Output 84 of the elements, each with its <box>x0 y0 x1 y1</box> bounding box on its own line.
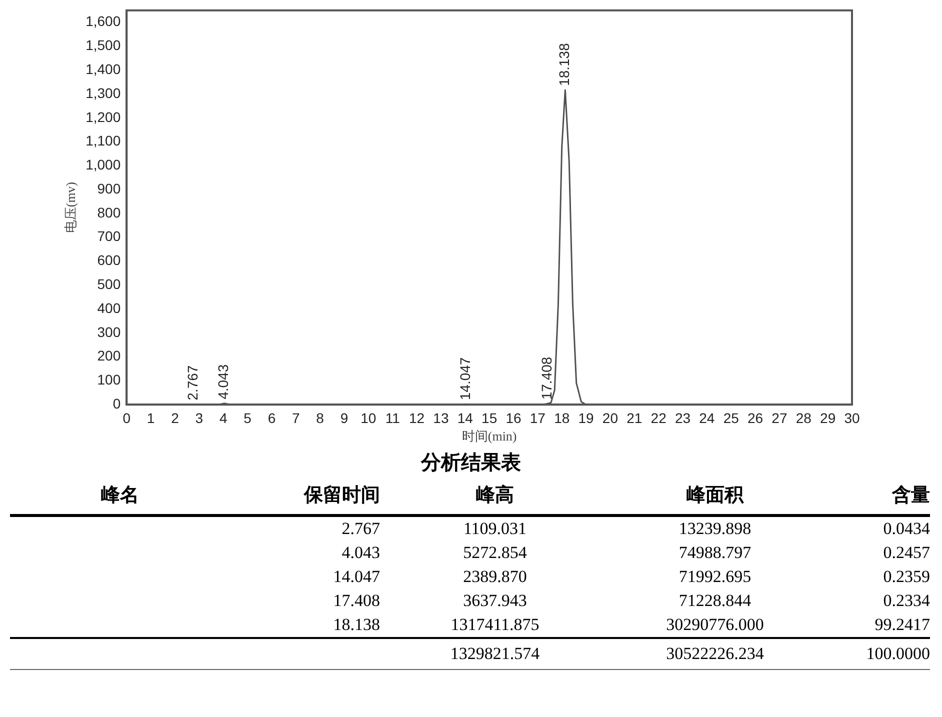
text: 3637.943 <box>463 591 527 610</box>
x-tick-label: 21 <box>626 410 642 426</box>
x-tick-label: 28 <box>796 410 812 426</box>
y-tick-label: 800 <box>97 204 121 220</box>
x-tick-label: 3 <box>195 410 204 426</box>
category-label: 峰高 <box>380 478 610 516</box>
x-tick-label: 24 <box>699 410 715 426</box>
text: 74988.797 <box>678 543 752 562</box>
text: 1109.031 <box>463 519 527 538</box>
text: 分析结果表 <box>420 449 522 476</box>
text: 2389.870 <box>463 567 527 586</box>
y-tick-label: 700 <box>97 228 121 244</box>
y-tick-label: 1,500 <box>86 37 121 54</box>
y-tick-label: 900 <box>97 180 121 196</box>
y-tick-label: 600 <box>97 252 121 268</box>
text: 2.767 <box>342 519 380 538</box>
x-tick-label: 0 <box>122 410 131 426</box>
annotation: 2.767 <box>184 365 200 400</box>
y-tick-label: 1,300 <box>86 84 121 101</box>
text: 4.043 <box>342 543 380 562</box>
y-tick-label: 300 <box>97 324 121 340</box>
x-tick-label: 5 <box>244 410 252 426</box>
text: 0.2359 <box>883 567 930 586</box>
x-tick-label: 17 <box>530 410 546 426</box>
y-tick-label: 1,100 <box>86 132 121 149</box>
text: 71228.844 <box>678 591 752 610</box>
x-tick-label: 7 <box>292 410 300 426</box>
x-tick-label: 14 <box>457 410 474 426</box>
text: 5272.854 <box>463 543 527 562</box>
x-tick-label: 15 <box>482 410 498 426</box>
x-tick-label: 22 <box>650 410 667 426</box>
text: 0.0434 <box>883 519 930 538</box>
y-tick-label: 1,400 <box>86 60 121 77</box>
annotation: 17.408 <box>538 356 554 400</box>
text: 14.047 <box>333 567 380 586</box>
text: 0.2457 <box>883 543 930 562</box>
text: 17.408 <box>333 591 380 610</box>
y-tick-label: 1,000 <box>86 156 121 173</box>
x-tick-label: 12 <box>408 410 425 426</box>
annotation: 4.043 <box>215 364 232 400</box>
x-tick-label: 30 <box>844 410 860 426</box>
x-tick-label: 27 <box>772 410 788 426</box>
text: 30290776.000 <box>666 615 764 634</box>
text: 18.138 <box>333 615 380 634</box>
category-label: 保留时间 <box>230 478 380 516</box>
y-tick-label: 400 <box>97 300 121 316</box>
x-tick-label: 20 <box>602 410 618 426</box>
x-tick-label: 8 <box>316 410 324 426</box>
x-axis-title: 时间(min) <box>462 428 517 444</box>
x-tick-label: 9 <box>340 410 348 426</box>
annotation: 14.047 <box>457 357 474 400</box>
y-axis-title: 电压(mv) <box>63 182 78 234</box>
y-tick-label: 1,600 <box>86 13 121 30</box>
text: 1317411.875 <box>450 615 540 634</box>
category-label: 峰名 <box>10 478 230 516</box>
x-tick-label: 26 <box>747 410 764 426</box>
text: 0.2334 <box>883 591 930 610</box>
x-tick-label: 4 <box>219 410 228 426</box>
text: 13239.898 <box>678 519 752 538</box>
text: 30522226.234 <box>666 644 764 663</box>
x-tick-label: 16 <box>506 410 522 426</box>
category-label: 含量 <box>820 478 930 516</box>
y-tick-label: 500 <box>97 276 121 292</box>
text: 71992.695 <box>678 567 752 586</box>
category-label: 峰面积 <box>610 478 820 516</box>
y-tick-label: 200 <box>97 348 121 364</box>
y-tick-label: 0 <box>112 395 121 412</box>
text: 1329821.574 <box>450 644 540 663</box>
y-tick-label: 100 <box>97 372 121 388</box>
x-tick-label: 23 <box>674 410 691 426</box>
text: 100.0000 <box>866 644 930 663</box>
x-tick-label: 10 <box>360 410 376 426</box>
x-tick-label: 18 <box>554 410 570 426</box>
x-tick-label: 19 <box>578 410 594 426</box>
x-tick-label: 11 <box>385 410 400 426</box>
y-tick-label: 1,200 <box>86 108 121 125</box>
x-tick-label: 13 <box>433 410 449 426</box>
x-tick-label: 29 <box>820 410 836 426</box>
x-tick-label: 1 <box>146 410 155 426</box>
x-tick-label: 2 <box>171 410 180 426</box>
text: 99.2417 <box>874 615 930 634</box>
x-tick-label: 6 <box>268 410 276 426</box>
x-tick-label: 25 <box>723 410 740 426</box>
annotation: 18.138 <box>556 42 572 86</box>
